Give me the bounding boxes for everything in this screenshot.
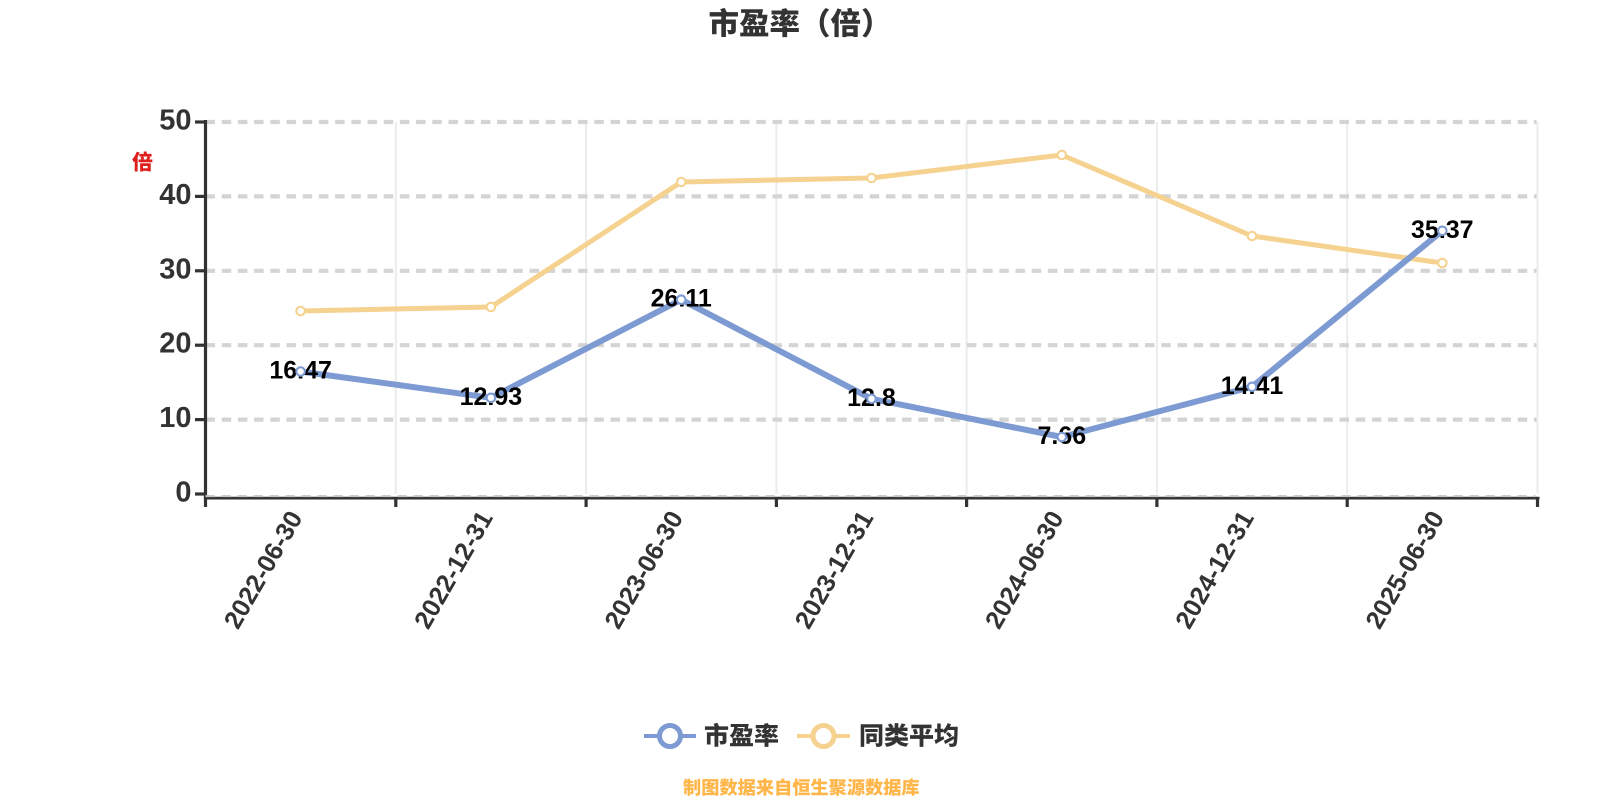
svg-text:40: 40 — [159, 179, 191, 211]
svg-text:2024-06-30: 2024-06-30 — [980, 507, 1069, 634]
svg-text:10: 10 — [159, 402, 191, 434]
svg-text:2023-06-30: 2023-06-30 — [600, 507, 689, 634]
svg-text:2024-12-31: 2024-12-31 — [1170, 507, 1259, 634]
svg-text:2025-06-30: 2025-06-30 — [1361, 507, 1450, 634]
svg-text:0: 0 — [175, 477, 191, 509]
svg-text:20: 20 — [159, 328, 191, 360]
svg-text:2022-06-30: 2022-06-30 — [219, 507, 308, 634]
svg-text:2022-12-31: 2022-12-31 — [409, 507, 498, 634]
svg-text:2023-12-31: 2023-12-31 — [790, 507, 879, 634]
svg-text:50: 50 — [159, 105, 191, 137]
svg-text:30: 30 — [159, 253, 191, 285]
